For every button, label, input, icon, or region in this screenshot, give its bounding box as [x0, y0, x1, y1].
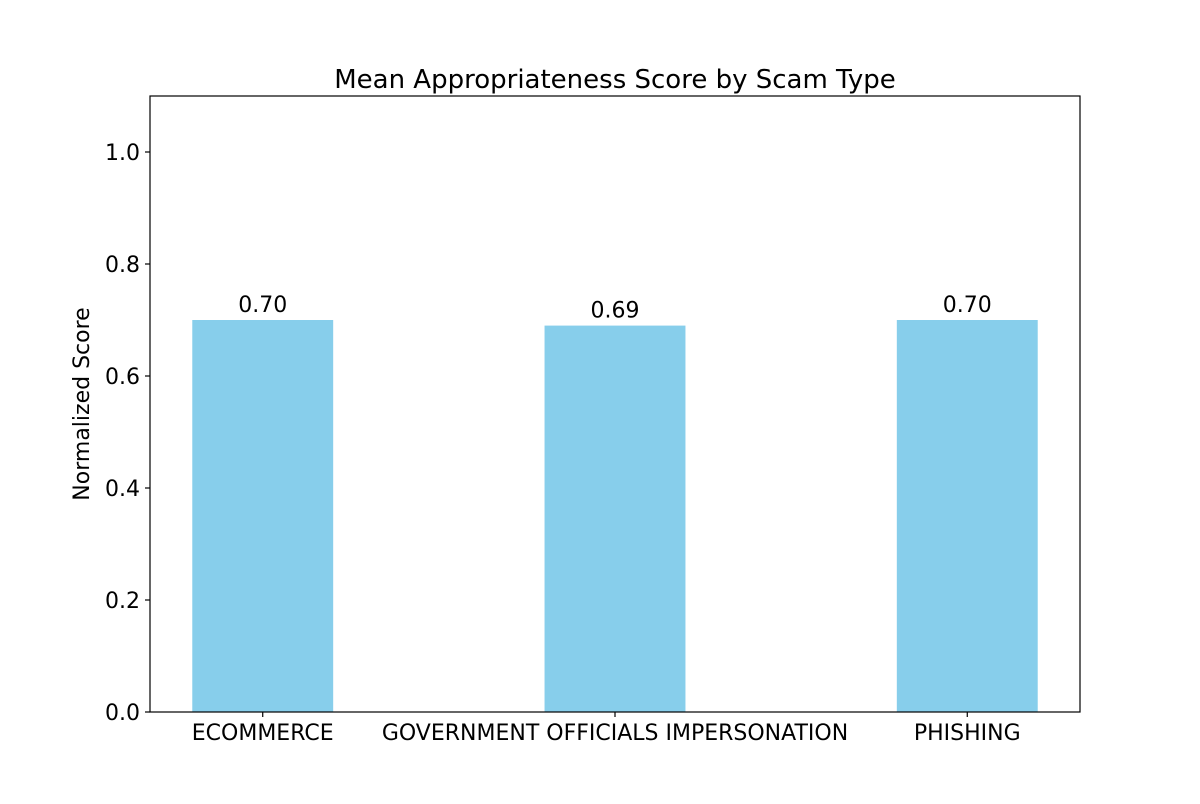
y-tick-label: 0.8	[105, 253, 140, 278]
y-tick-label: 0.6	[105, 365, 140, 390]
y-axis-ticks: 0.0 0.2 0.4 0.6 0.8 1.0	[105, 141, 150, 726]
x-tick-label: ECOMMERCE	[192, 721, 334, 746]
y-tick-label: 0.2	[105, 589, 140, 614]
y-tick-label: 1.0	[105, 141, 140, 166]
bar-value-label: 0.69	[591, 299, 640, 324]
bar-ecommerce	[192, 320, 334, 712]
x-tick-label: PHISHING	[914, 721, 1021, 746]
bars-layer	[192, 320, 1038, 712]
bar-phishing	[896, 320, 1038, 712]
y-tick-label: 0.0	[105, 701, 140, 726]
bar-government-officials-impersonation	[544, 325, 686, 712]
y-axis-label: Normalized Score	[70, 307, 95, 500]
y-tick-label: 0.4	[105, 477, 140, 502]
x-tick-label: GOVERNMENT OFFICIALS IMPERSONATION	[382, 721, 848, 746]
bar-value-labels: 0.70 0.69 0.70	[238, 293, 992, 324]
x-axis-ticks: ECOMMERCE GOVERNMENT OFFICIALS IMPERSONAT…	[192, 712, 1021, 746]
chart-title: Mean Appropriateness Score by Scam Type	[334, 65, 896, 95]
bar-value-label: 0.70	[238, 293, 287, 318]
bar-value-label: 0.70	[943, 293, 992, 318]
